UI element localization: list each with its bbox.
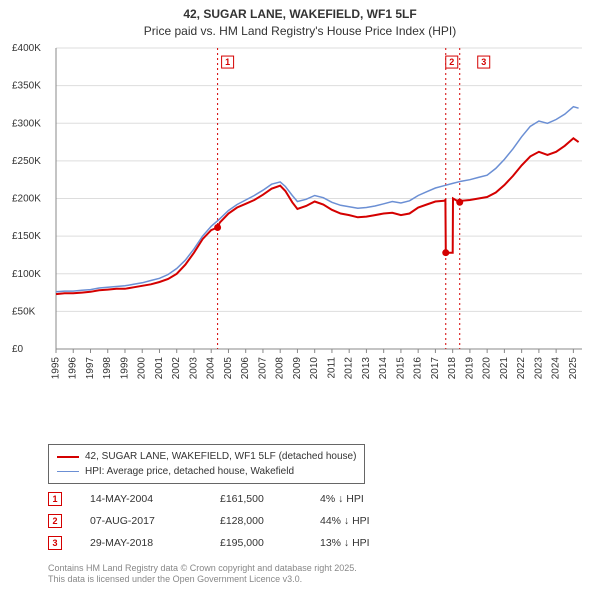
- svg-text:2: 2: [449, 57, 454, 67]
- svg-text:2016: 2016: [413, 357, 424, 380]
- svg-text:2008: 2008: [275, 357, 286, 380]
- footer-line2: This data is licensed under the Open Gov…: [48, 574, 357, 586]
- svg-text:£400K: £400K: [12, 43, 41, 54]
- svg-text:2015: 2015: [395, 357, 406, 380]
- svg-text:2005: 2005: [223, 357, 234, 380]
- legend-box: 42, SUGAR LANE, WAKEFIELD, WF1 5LF (deta…: [48, 444, 365, 484]
- sales-table: 1 14-MAY-2004£161,5004% ↓ HPI 2 07-AUG-2017…: [48, 488, 440, 554]
- sale-row: 3 29-MAY-2018£195,00013% ↓ HPI: [48, 532, 440, 554]
- svg-text:1995: 1995: [51, 357, 62, 380]
- svg-text:2022: 2022: [516, 357, 527, 380]
- sale-marker: 2: [48, 514, 62, 528]
- svg-text:£350K: £350K: [12, 81, 41, 92]
- svg-text:2002: 2002: [171, 357, 182, 380]
- svg-text:2013: 2013: [361, 357, 372, 380]
- sale-row: 2 07-AUG-2017£128,00044% ↓ HPI: [48, 510, 440, 532]
- svg-text:2011: 2011: [326, 357, 337, 379]
- svg-text:2006: 2006: [240, 357, 251, 380]
- chart-title-block: 42, SUGAR LANE, WAKEFIELD, WF1 5LF Price…: [0, 0, 600, 40]
- svg-text:2020: 2020: [482, 357, 493, 380]
- svg-text:£250K: £250K: [12, 156, 41, 167]
- legend-item: HPI: Average price, detached house, Wake…: [57, 464, 356, 479]
- sale-delta: 13% ↓ HPI: [320, 537, 440, 549]
- legend-item: 42, SUGAR LANE, WAKEFIELD, WF1 5LF (deta…: [57, 449, 356, 464]
- legend-label: HPI: Average price, detached house, Wake…: [85, 464, 294, 479]
- sale-marker: 3: [48, 536, 62, 550]
- chart-title-line2: Price paid vs. HM Land Registry's House …: [0, 23, 600, 40]
- svg-text:3: 3: [481, 57, 486, 67]
- svg-text:2010: 2010: [309, 357, 320, 380]
- chart-container: 42, SUGAR LANE, WAKEFIELD, WF1 5LF Price…: [0, 0, 600, 590]
- svg-text:2012: 2012: [344, 357, 355, 380]
- svg-text:2021: 2021: [499, 357, 510, 380]
- sale-row: 1 14-MAY-2004£161,5004% ↓ HPI: [48, 488, 440, 510]
- svg-text:£300K: £300K: [12, 118, 41, 129]
- sale-date: 29-MAY-2018: [90, 537, 220, 549]
- plot-svg: £0£50K£100K£150K£200K£250K£300K£350K£400…: [48, 44, 588, 389]
- svg-text:2009: 2009: [292, 357, 303, 380]
- plot-area: £0£50K£100K£150K£200K£250K£300K£350K£400…: [48, 44, 588, 389]
- sale-price: £195,000: [220, 537, 320, 549]
- chart-title-line1: 42, SUGAR LANE, WAKEFIELD, WF1 5LF: [0, 6, 600, 23]
- sale-delta: 44% ↓ HPI: [320, 515, 440, 527]
- legend-swatch: [57, 471, 79, 472]
- sale-marker: 1: [48, 492, 62, 506]
- sale-price: £161,500: [220, 493, 320, 505]
- sale-price: £128,000: [220, 515, 320, 527]
- svg-text:£150K: £150K: [12, 231, 41, 242]
- svg-text:1999: 1999: [119, 357, 130, 380]
- svg-text:2023: 2023: [533, 357, 544, 380]
- svg-text:1996: 1996: [68, 357, 79, 380]
- svg-text:2004: 2004: [206, 357, 217, 380]
- footer-line1: Contains HM Land Registry data © Crown c…: [48, 563, 357, 575]
- svg-text:£100K: £100K: [12, 269, 41, 280]
- sale-date: 07-AUG-2017: [90, 515, 220, 527]
- sale-delta: 4% ↓ HPI: [320, 493, 440, 505]
- svg-text:£0: £0: [12, 344, 24, 355]
- svg-text:2024: 2024: [551, 357, 562, 380]
- svg-text:1998: 1998: [102, 357, 113, 380]
- svg-text:2014: 2014: [378, 357, 389, 380]
- svg-text:1: 1: [225, 57, 230, 67]
- svg-text:£50K: £50K: [12, 306, 36, 317]
- svg-text:£200K: £200K: [12, 194, 41, 205]
- svg-text:2017: 2017: [430, 357, 441, 380]
- svg-text:2025: 2025: [568, 357, 579, 380]
- svg-text:2019: 2019: [464, 357, 475, 380]
- legend-swatch: [57, 456, 79, 458]
- legend-label: 42, SUGAR LANE, WAKEFIELD, WF1 5LF (deta…: [85, 449, 356, 464]
- svg-text:1997: 1997: [85, 357, 96, 380]
- sale-date: 14-MAY-2004: [90, 493, 220, 505]
- footer-attribution: Contains HM Land Registry data © Crown c…: [48, 563, 357, 586]
- svg-text:2001: 2001: [154, 357, 165, 380]
- svg-text:2000: 2000: [137, 357, 148, 380]
- svg-text:2018: 2018: [447, 357, 458, 380]
- svg-text:2007: 2007: [257, 357, 268, 380]
- svg-text:2003: 2003: [188, 357, 199, 380]
